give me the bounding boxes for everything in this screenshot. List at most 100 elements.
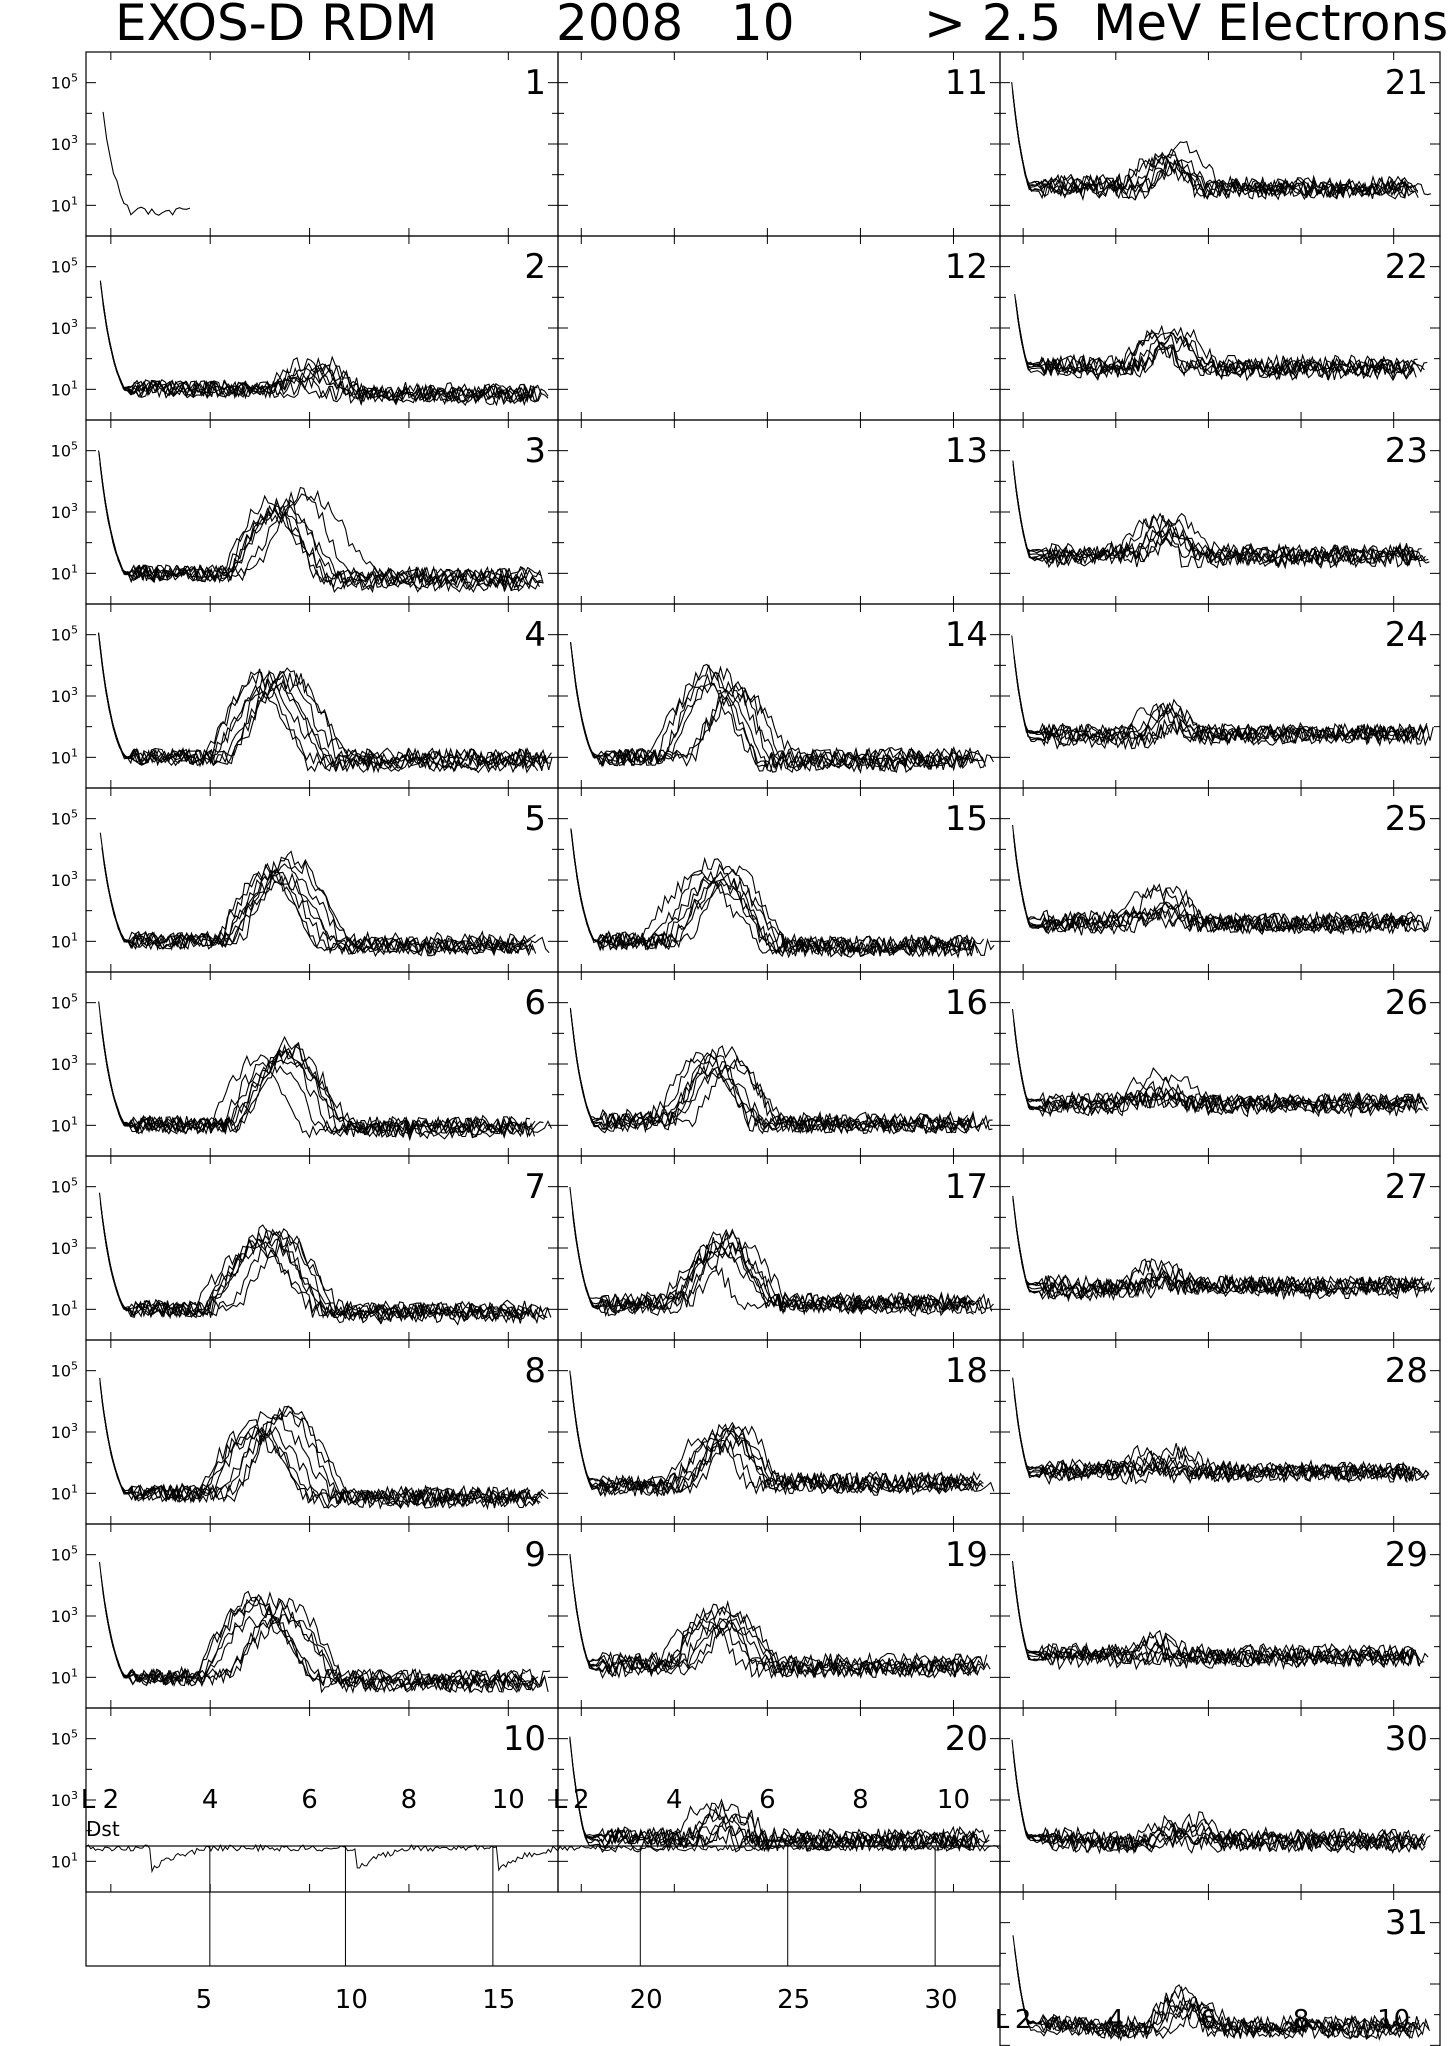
flux-curve bbox=[99, 1385, 547, 1505]
y-tick-label: 101 bbox=[51, 1482, 78, 1503]
y-tick-label: 105 bbox=[51, 1544, 78, 1565]
x-axis-label: L bbox=[81, 1785, 96, 1815]
flux-curve bbox=[1017, 866, 1414, 934]
day-label: 3 bbox=[524, 431, 546, 471]
flux-curve bbox=[102, 1038, 535, 1139]
x-tick-label: 4 bbox=[666, 1785, 683, 1815]
y-tick-label: 101 bbox=[51, 746, 78, 767]
flux-curve bbox=[98, 1192, 525, 1326]
flux-curve bbox=[102, 111, 191, 216]
day-label: 6 bbox=[524, 983, 546, 1023]
panel-frame bbox=[999, 603, 1441, 789]
panel-frame bbox=[557, 419, 1001, 605]
y-tick-label: 103 bbox=[51, 869, 78, 890]
panel-frame bbox=[999, 51, 1441, 237]
flux-curve bbox=[101, 1401, 531, 1505]
x-tick-label: 10 bbox=[492, 1785, 525, 1815]
panel-day-31: 31 bbox=[999, 1891, 1441, 2046]
flux-curve bbox=[1015, 301, 1425, 380]
flux-curve bbox=[104, 1417, 526, 1509]
panel-frame bbox=[999, 419, 1441, 605]
flux-curve bbox=[102, 302, 549, 404]
flux-curve bbox=[572, 658, 968, 772]
y-tick-label: 101 bbox=[51, 930, 78, 951]
flux-curve bbox=[1017, 1975, 1411, 2040]
day-label: 28 bbox=[1385, 1351, 1428, 1391]
day-label: 27 bbox=[1385, 1167, 1428, 1207]
x-tick-label: 2 bbox=[1015, 2005, 1032, 2035]
panel-day-6: 105 103 101 6 bbox=[51, 971, 559, 1157]
panel-frame bbox=[85, 1707, 559, 1893]
flux-curve bbox=[1011, 1560, 1425, 1666]
flux-curve bbox=[571, 1761, 990, 1853]
y-tick-label: 105 bbox=[51, 440, 78, 461]
day-label: 17 bbox=[945, 1167, 988, 1207]
flux-curve bbox=[105, 1425, 541, 1510]
day-label: 10 bbox=[503, 1719, 546, 1759]
flux-curve bbox=[571, 1211, 968, 1312]
flux-curve bbox=[1013, 1029, 1424, 1118]
day-label: 8 bbox=[524, 1351, 546, 1391]
flux-curve bbox=[103, 308, 536, 402]
flux-curve bbox=[574, 1787, 980, 1853]
panel-day-21: 21 bbox=[999, 51, 1441, 237]
flux-curve bbox=[102, 1220, 539, 1323]
flux-curve bbox=[572, 660, 984, 768]
flux-curve bbox=[574, 1595, 983, 1674]
day-label: 23 bbox=[1385, 431, 1428, 471]
flux-curve bbox=[1012, 460, 1409, 570]
panel-day-18: 18 bbox=[557, 1339, 1001, 1525]
flux-curve bbox=[103, 1405, 540, 1508]
x-tick-label: 10 bbox=[937, 1785, 970, 1815]
flux-curve bbox=[1016, 494, 1426, 568]
day-label: 31 bbox=[1385, 1903, 1428, 1943]
panel-frame bbox=[999, 787, 1441, 973]
day-label: 4 bbox=[524, 615, 546, 655]
flux-curve bbox=[572, 1219, 994, 1311]
flux-curve bbox=[572, 1395, 984, 1497]
day-label: 18 bbox=[945, 1351, 988, 1391]
panel-day-9: 105 103 101 9 bbox=[51, 1523, 559, 1709]
flux-curve bbox=[100, 1020, 523, 1140]
x-tick-label: 8 bbox=[1293, 2005, 1310, 2035]
title-species: > 2.5 MeV Electrons bbox=[924, 0, 1449, 52]
x-tick-label: 8 bbox=[401, 1785, 418, 1815]
dst-frame bbox=[85, 1845, 1001, 1967]
dst-label: Dst bbox=[86, 1817, 120, 1841]
y-tick-label: 103 bbox=[51, 685, 78, 706]
x-axis-label: L bbox=[995, 2005, 1010, 2035]
flux-curve bbox=[104, 499, 544, 586]
y-tick-label: 105 bbox=[51, 1728, 78, 1749]
flux-curve bbox=[1017, 1424, 1408, 1485]
flux-curve bbox=[575, 1792, 978, 1850]
y-tick-label: 101 bbox=[51, 1850, 78, 1871]
x-tick-label: 2 bbox=[103, 1785, 120, 1815]
x-tick-label: 6 bbox=[301, 1785, 318, 1815]
panel-frame bbox=[557, 235, 1001, 421]
y-tick-label: 103 bbox=[51, 1053, 78, 1074]
day-label: 13 bbox=[945, 431, 988, 471]
dst-x-tick-label: 15 bbox=[482, 1985, 515, 2015]
x-tick-label: 2 bbox=[573, 1785, 590, 1815]
panel-day-1: 105 103 101 1 bbox=[51, 51, 559, 237]
x-tick-label: 10 bbox=[1377, 2005, 1410, 2035]
flux-curve bbox=[574, 860, 976, 954]
flux-curve bbox=[1012, 464, 1422, 565]
flux-curve bbox=[570, 1015, 983, 1135]
y-tick-label: 103 bbox=[51, 1605, 78, 1626]
flux-curve bbox=[1014, 1585, 1415, 1668]
flux-curve bbox=[99, 281, 526, 406]
flux-curve bbox=[103, 861, 525, 958]
flux-curve bbox=[105, 1590, 545, 1688]
panel-day-13: 13 bbox=[557, 419, 1001, 605]
day-label: 16 bbox=[945, 983, 988, 1023]
flux-curve bbox=[99, 1015, 522, 1142]
y-tick-label: 105 bbox=[51, 72, 78, 93]
flux-curve bbox=[1012, 1567, 1429, 1671]
flux-curve bbox=[103, 863, 536, 953]
flux-curve bbox=[100, 1210, 530, 1323]
panel-frame bbox=[557, 1339, 1001, 1525]
panel-day-4: 105 103 101 4 bbox=[51, 603, 559, 789]
day-label: 12 bbox=[945, 247, 988, 287]
flux-curve bbox=[1016, 314, 1417, 382]
